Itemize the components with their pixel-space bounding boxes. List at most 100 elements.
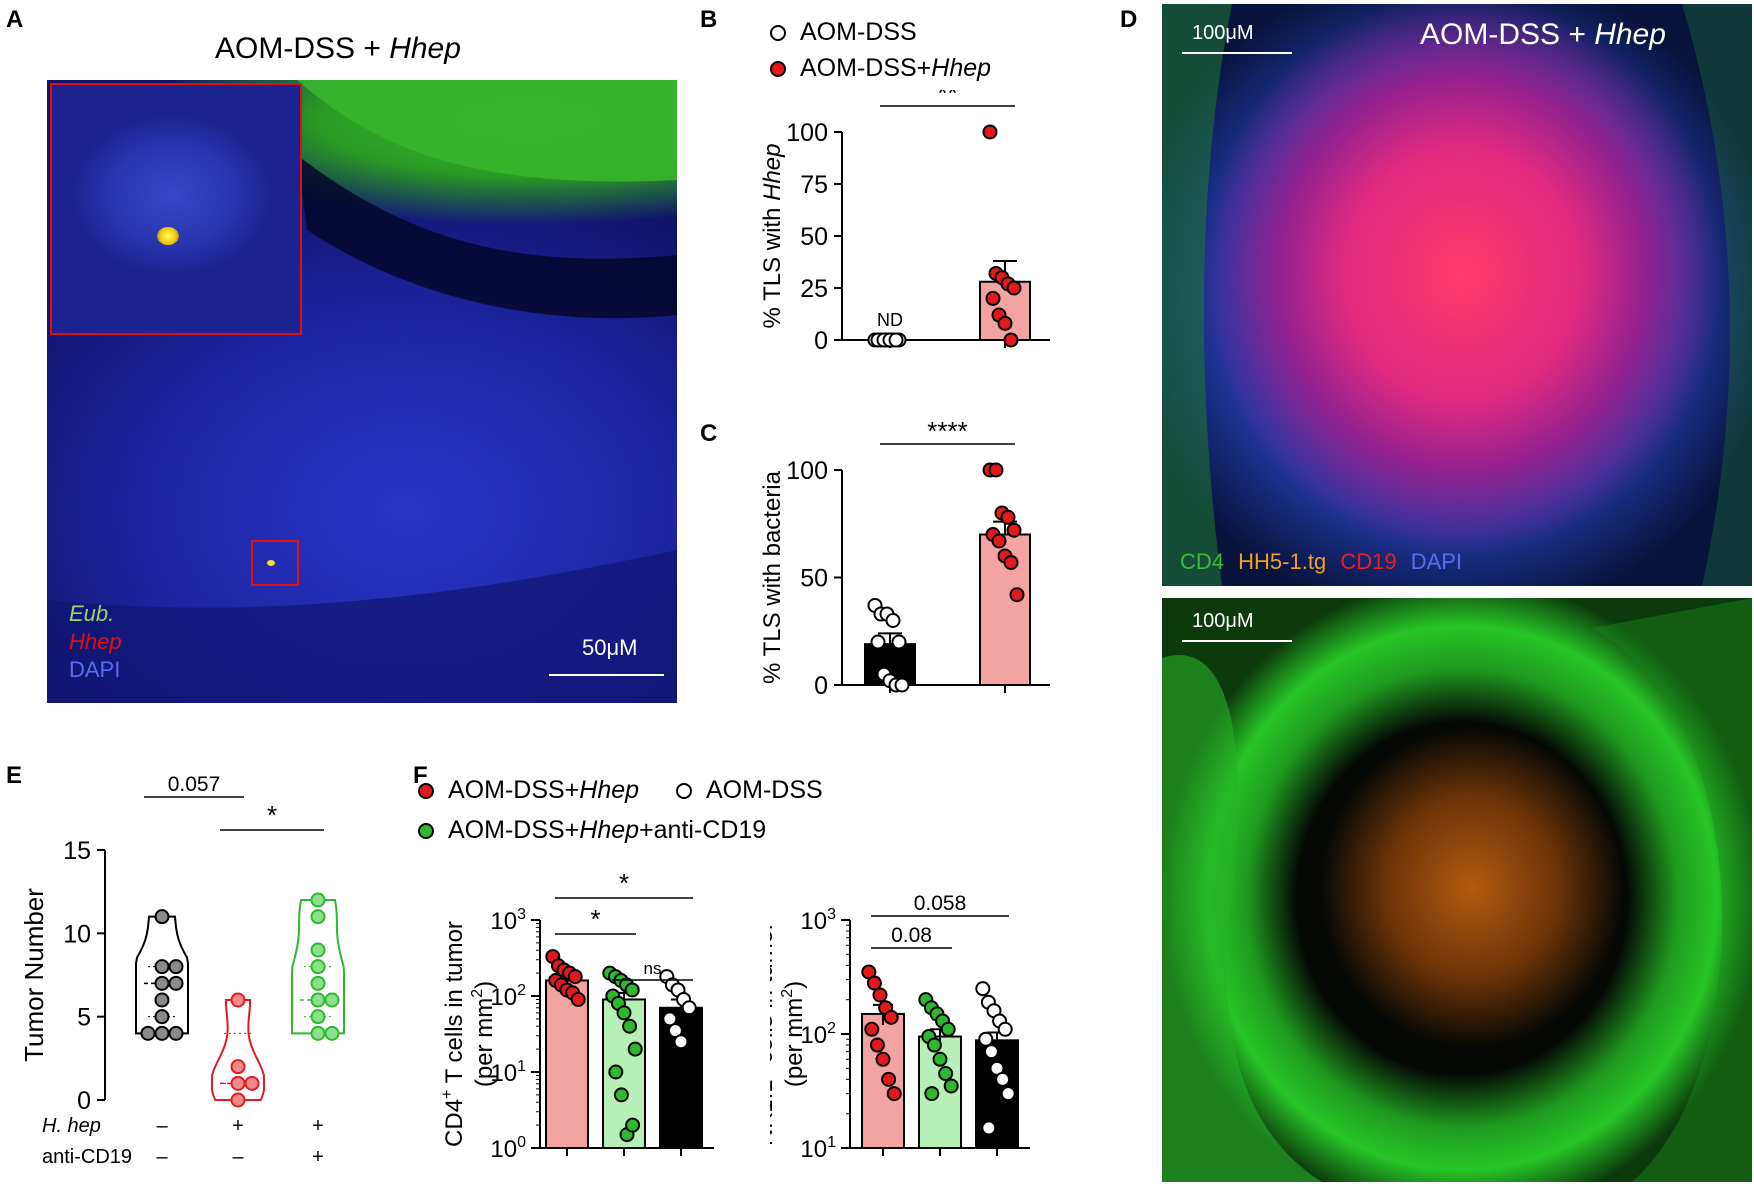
row-value: – [156,1146,168,1168]
data-point [624,982,640,998]
legend-f-marker-green [418,823,434,840]
row-value: – [156,1115,168,1137]
y-tick-label: 0 [814,327,828,355]
data-point [230,1075,246,1091]
sig-label: 0.08 [891,924,932,947]
panel-d-title: AOM-DSS + Hhep [1420,18,1666,51]
data-point [985,290,1001,306]
data-point [154,992,170,1008]
chart-b: 0 25 50 75 100% TLS with Hhep ND ** [760,90,1050,355]
data-point [310,1025,326,1041]
data-point [885,613,901,628]
channel-label-eub: Eub. [69,601,115,626]
data-point [991,533,1007,549]
data-point [995,1071,1011,1087]
data-point [230,992,246,1008]
data-point [997,315,1013,331]
channel-label-hh5: HH5-1.tg [1238,549,1327,574]
panel-a-scalebar [549,674,664,676]
chart-e: 0 5 10 15 Tumor Number 0.057 * H. hep – + + anti-CD… [19,773,345,1168]
data-point [310,942,326,958]
data-point [943,1078,959,1094]
chart-f-cd4: 100 101 102 103 CD4+ T cells in tumor (per mm… [439,870,714,1163]
panel-d-top-micrograph: AOM-DSS + Hhep 100μM CD4 HH5-1.tg CD19 D… [1162,4,1752,586]
data-point [881,1071,897,1087]
y-tick-label: 103 [800,906,836,935]
data-point [613,1087,629,1103]
data-point [154,909,170,925]
panel-d-top-scalebar-label: 100μM [1192,22,1254,44]
data-point [324,1025,340,1041]
data-point [168,975,184,991]
data-point [926,1037,942,1053]
data-point [932,1051,948,1067]
legend-f-marker-white [676,783,692,800]
data-point [864,1021,880,1037]
y-axis-label-line1: NK1.1+ cells in tumor [770,922,778,1146]
panel-d-bottom-micrograph: 100μM [1162,598,1752,1182]
data-point [1000,1086,1016,1102]
row-label: H. hep [42,1115,101,1137]
row-value: + [312,1146,324,1168]
sig-label: ** [937,90,957,108]
y-tick-label: 15 [63,837,91,865]
sig-label: * [267,800,277,830]
y-axis-label-line2: (per mm2) [779,981,808,1087]
sig-label: 0.058 [914,892,967,915]
data-point [997,1021,1013,1037]
data-point [324,992,340,1008]
zoom-box [251,540,299,586]
data-point [988,462,1004,478]
panel-a-texture [47,80,677,703]
data-point [154,959,170,975]
sig-label: **** [927,416,967,446]
data-point [154,975,170,991]
violin-outline [291,899,345,1035]
data-point [310,992,326,1008]
data-point [662,1011,678,1027]
y-tick-label: 100 [490,1134,526,1163]
data-point [681,1000,697,1016]
panel-a-title: AOM-DSS + Hhep [215,32,461,65]
data-point [869,1037,885,1053]
data-point [938,1066,954,1082]
row-value: + [232,1115,244,1137]
violin-outline [135,915,189,1035]
legend-f-row-2: AOM-DSS+Hhep+anti-CD19 [418,810,823,850]
data-point [891,634,907,650]
panel-d-bottom-scalebar [1182,640,1292,642]
panel-letter-d: D [1120,6,1138,33]
bar [545,979,589,1150]
panel-letter-a: A [6,6,24,33]
y-tick-label: 101 [490,1058,526,1087]
y-tick-label: 10 [63,920,91,948]
legend-bc: AOM-DSS AOM-DSS+Hhep [770,14,991,86]
data-point [627,1041,643,1057]
data-point [872,987,888,1003]
data-point [616,1005,632,1021]
panel-a-micrograph: Eub. Hhep DAPI 50μM [47,80,677,703]
data-point [924,1086,940,1102]
legend-f-marker-red [418,783,434,800]
y-axis-label-line1: CD4+ T cells in tumor [439,921,468,1147]
data-point [310,959,326,975]
data-point [975,981,991,997]
panel-d-bottom-texture [1162,598,1752,1182]
y-tick-label: 102 [800,1020,836,1049]
data-point [1000,509,1016,525]
y-axis-label: % TLS with bacteria [760,470,786,684]
data-point [883,1009,899,1025]
channel-label-dapi-d: DAPI [1410,549,1463,574]
y-tick-label: 0 [77,1087,91,1115]
data-point [1003,554,1019,570]
legend-bc-marker-red [770,61,786,78]
inset-bacterium [157,227,179,245]
legend-bc-item-aom-dss-hhep: AOM-DSS+Hhep [770,50,991,86]
data-point [894,677,910,693]
data-point [310,892,326,908]
panel-letter-b: B [700,6,718,33]
violin-outline [211,999,265,1101]
y-axis-label: Tumor Number [19,888,49,1062]
y-tick-label: 5 [77,1004,91,1032]
y-tick-label: 101 [800,1134,836,1163]
